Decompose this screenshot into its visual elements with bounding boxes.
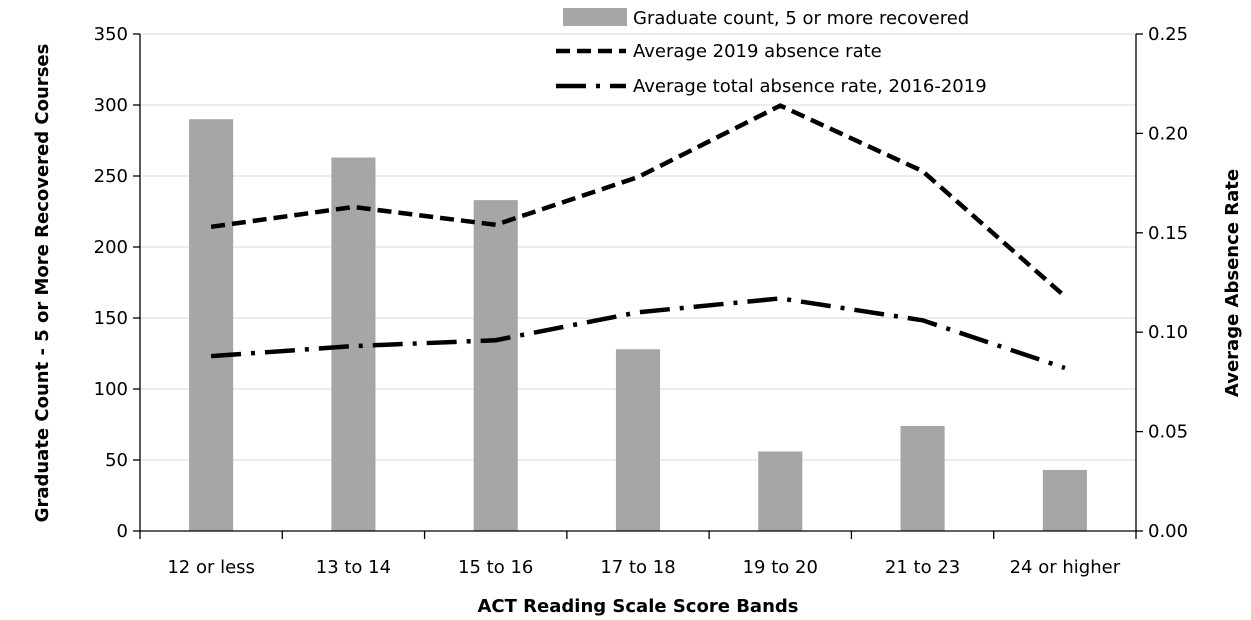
x-tick-label: 21 to 23 bbox=[885, 557, 960, 578]
bar bbox=[758, 451, 803, 531]
lines bbox=[210, 103, 1067, 371]
bar bbox=[615, 349, 661, 531]
bar bbox=[189, 119, 234, 531]
y2-tick-label: 0.05 bbox=[1148, 422, 1188, 443]
y2-tick-label: 0.10 bbox=[1148, 322, 1188, 343]
y-tick-label: 150 bbox=[94, 308, 128, 329]
y2-tick-label: 0.00 bbox=[1148, 521, 1188, 542]
y-tick-label: 100 bbox=[94, 379, 128, 400]
x-tick-label: 19 to 20 bbox=[743, 557, 818, 578]
x-tick-label: 24 or higher bbox=[1010, 557, 1121, 578]
y-tick-label: 200 bbox=[94, 237, 128, 258]
x-axis-title: ACT Reading Scale Score Bands bbox=[478, 596, 799, 617]
gridlines bbox=[140, 33, 1136, 461]
legend-label-bar: Graduate count, 5 or more recovered bbox=[633, 8, 969, 29]
x-tick-label: 15 to 16 bbox=[458, 557, 533, 578]
y-tick-label: 250 bbox=[94, 166, 128, 187]
y2-axis-title: Average Absence Rate bbox=[1222, 169, 1243, 397]
y-tick-label: 300 bbox=[94, 95, 128, 116]
y-axis-title: Graduate Count - 5 or More Recovered Cou… bbox=[32, 44, 53, 523]
axes bbox=[133, 33, 1143, 539]
bar bbox=[473, 200, 518, 531]
y2-tick-label: 0.25 bbox=[1148, 24, 1188, 45]
bars bbox=[189, 119, 1087, 532]
bar bbox=[331, 157, 376, 532]
y2-tick-label: 0.20 bbox=[1148, 123, 1188, 144]
tick-labels: 0 50 100 150 200 250 300 350 0.00 0.05 0.10 0.15 0.2… bbox=[94, 24, 1188, 578]
line-series-total-absence bbox=[210, 296, 1066, 371]
x-tick-label: 17 to 18 bbox=[600, 557, 675, 578]
y-tick-label: 0 bbox=[117, 521, 128, 542]
legend-label-total: Average total absence rate, 2016-2019 bbox=[633, 76, 987, 97]
y-tick-label: 350 bbox=[94, 24, 128, 45]
y-tick-label: 50 bbox=[105, 450, 128, 471]
x-tick-label: 13 to 14 bbox=[316, 557, 391, 578]
legend-swatch-bar bbox=[563, 8, 627, 26]
legend: Graduate count, 5 or more recovered Aver… bbox=[556, 8, 987, 97]
bar bbox=[900, 425, 945, 531]
y2-tick-label: 0.15 bbox=[1148, 223, 1188, 244]
x-tick-label: 12 or less bbox=[167, 557, 255, 578]
legend-label-2019: Average 2019 absence rate bbox=[633, 41, 882, 62]
bar bbox=[1042, 469, 1087, 531]
